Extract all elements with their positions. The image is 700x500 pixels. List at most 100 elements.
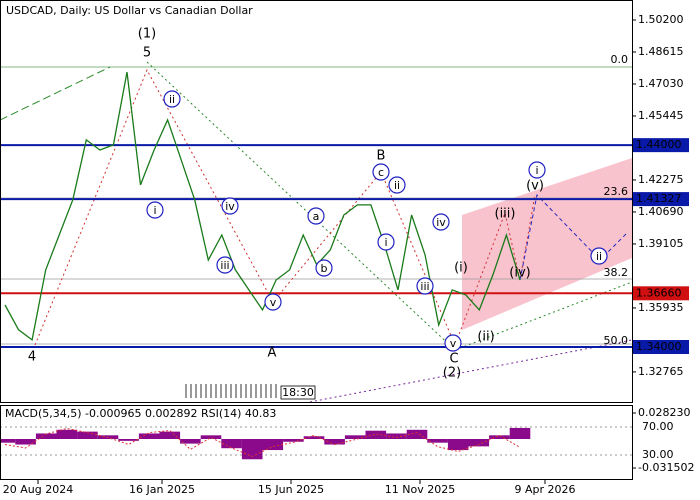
y-tick-label: 1.40690 (638, 205, 684, 218)
macd-bar (324, 438, 345, 445)
wave-circle (377, 233, 395, 251)
wave-label: (2) (443, 366, 461, 381)
macd-bar (489, 435, 510, 439)
macd-bar (15, 438, 36, 445)
wave-circle (146, 201, 164, 219)
fib-lines (0, 66, 632, 345)
y-tick-label: 1.39105 (638, 237, 684, 250)
wave-label: c (378, 166, 384, 179)
trend-line (454, 281, 633, 351)
wave-circle (264, 293, 282, 311)
macd-bar (241, 438, 263, 460)
chart-title: USDCAD, Daily: US Dollar vs Canadian Dol… (6, 4, 253, 17)
wave-label: v (450, 337, 457, 350)
wave-circle (221, 197, 239, 215)
time-marks (185, 384, 277, 398)
wave-label: ii (596, 250, 602, 263)
level-label: 1.41327 (636, 192, 682, 205)
wave-label: i (384, 236, 387, 249)
macd-bar (406, 429, 428, 439)
y2-tick-label: 70.00 (642, 420, 674, 433)
wave-circle (388, 176, 406, 194)
wave-circle (416, 277, 434, 295)
wave-label: (i) (454, 261, 468, 276)
frames (0, 0, 633, 480)
fib-label: 0.0 (611, 53, 629, 66)
wave-label: B (377, 149, 386, 164)
level-box (633, 138, 689, 153)
wave-label: iii (420, 280, 429, 293)
wave-circle (528, 161, 546, 179)
macd-bar (447, 438, 469, 451)
y-tick-label: 0.028230 (638, 406, 691, 419)
wave-label: (iii) (495, 207, 516, 222)
wave-circle (432, 213, 450, 231)
price-line (4, 71, 521, 342)
macd-bar (56, 429, 78, 439)
level-label: 1.36660 (636, 286, 682, 299)
wave-circle (372, 163, 390, 181)
wave-circle (216, 256, 234, 274)
wave-circle (307, 207, 325, 225)
trend-lines (0, 61, 633, 403)
trend-line (0, 66, 111, 121)
macd-bar (386, 433, 407, 439)
wave-label: ii (394, 179, 400, 192)
macd-bar (180, 438, 201, 444)
y-tick-label: 1.50200 (638, 13, 684, 26)
time-box (280, 385, 316, 400)
macd-bar (344, 435, 366, 439)
macd-bar (35, 433, 57, 439)
y-tick-label: 1.42275 (638, 173, 684, 186)
y-tick-label: 1.48615 (638, 45, 684, 58)
macd-bar (200, 435, 222, 439)
macd-bar (509, 427, 531, 439)
x-tick-label: 16 Jan 2025 (129, 483, 195, 496)
x-tick-label: 11 Nov 2025 (385, 483, 455, 496)
macd-bar (138, 433, 160, 439)
wave-label: (ii) (477, 330, 494, 345)
macd-bar (427, 438, 448, 443)
level-box (633, 192, 689, 207)
macd-bar (77, 431, 98, 439)
fib-label: 50.0 (604, 334, 629, 347)
wave-label: ii (169, 93, 175, 106)
y-tick-label: 1.47030 (638, 77, 684, 90)
level-box (633, 286, 689, 301)
macd-bar (159, 431, 181, 439)
level-label: 1.34000 (636, 340, 682, 353)
main-pane: 1.50200 1.48615 1.47030 1.45445 1.42275 1.406… (0, 13, 689, 381)
channel (462, 158, 632, 330)
y-tick-label: -0.031502 (638, 461, 694, 474)
time-label: 18:30 (282, 386, 314, 399)
indicator-title: MACD(5,34,5) -0.000965 0.002892 RSI(14) … (5, 407, 276, 420)
wave-label: iv (436, 216, 446, 229)
y-tick-label: 1.35935 (638, 301, 684, 314)
indicator-pane: 0.028230 -0.031502 70.00 30.00 20 Aug 2024 16… (0, 406, 694, 496)
wave-label: C (449, 352, 458, 367)
macd-bar (262, 438, 284, 451)
macd-bar (303, 436, 325, 439)
y-tick-label: 1.32765 (638, 365, 684, 378)
wave-circle (444, 334, 462, 352)
y-tick-label: 1.45445 (638, 109, 684, 122)
forecast-path (519, 193, 629, 281)
macd-bar (365, 430, 387, 439)
wave-label: iv (225, 200, 235, 213)
trend-line (146, 61, 456, 351)
wave-label: i (535, 164, 538, 177)
wave-label: 4 (28, 350, 36, 365)
wave-circle (590, 247, 608, 265)
wave-label: b (321, 262, 328, 275)
wave-label: (v) (526, 179, 544, 194)
wave-label: (1) (138, 27, 156, 42)
x-tick-label: 9 Apr 2026 (514, 483, 575, 496)
x-tick-label: 15 Jun 2025 (258, 483, 324, 496)
wave-label: (iv) (509, 266, 530, 281)
y2-tick-label: 30.00 (642, 448, 674, 461)
wave-label: i (153, 204, 156, 217)
fib-label: 38.2 (604, 266, 629, 279)
wave-label: A (268, 346, 277, 361)
macd-bar (283, 438, 304, 442)
rsi-line (4, 427, 521, 457)
